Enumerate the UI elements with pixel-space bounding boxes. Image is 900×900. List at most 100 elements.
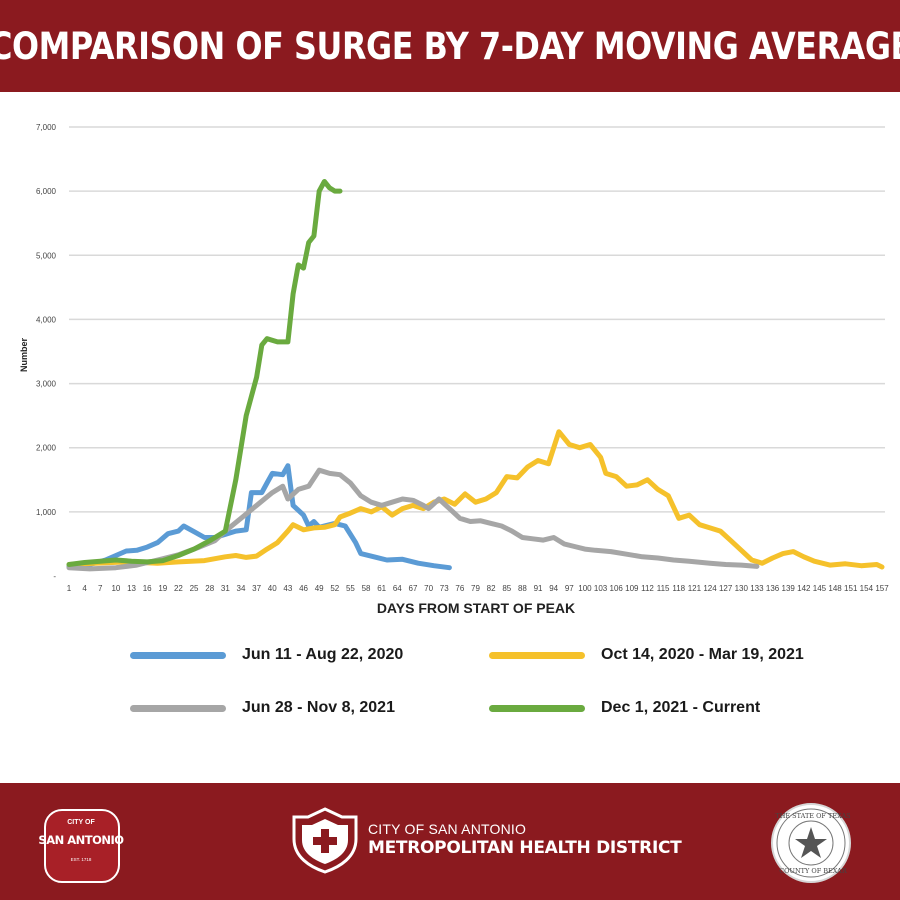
- x-tick-label: 64: [393, 584, 402, 593]
- x-tick-label: 43: [283, 584, 292, 593]
- legend-item-dec-2021: Dec 1, 2021 - Current: [489, 699, 760, 717]
- y-tick-label: -: [53, 572, 56, 581]
- x-tick-label: 10: [111, 584, 120, 593]
- city-of-san-antonio-logo: CITY OF SAN ANTONIO EST. 1718: [36, 801, 126, 887]
- x-tick-label: 130: [735, 584, 749, 593]
- x-tick-label: 13: [127, 584, 136, 593]
- gridlines: [69, 126, 885, 513]
- y-axis-label: Number: [19, 338, 29, 373]
- x-tick-label: 46: [299, 584, 308, 593]
- legend-label: Dec 1, 2021 - Current: [601, 699, 761, 716]
- y-tick-label: 6,000: [36, 187, 57, 196]
- x-tick-label: 70: [424, 584, 433, 593]
- x-tick-label: 82: [487, 584, 496, 593]
- x-tick-label: 154: [860, 584, 874, 593]
- x-tick-label: 94: [549, 584, 558, 593]
- logo-city-of-text: CITY OF: [67, 819, 95, 826]
- series-line-1: [66, 463, 452, 571]
- legend-swatch: [130, 704, 226, 712]
- x-tick-label: 112: [641, 584, 654, 593]
- seal-bottom-text: COUNTY OF BEXAR: [779, 867, 847, 875]
- x-tick-label: 4: [82, 584, 87, 593]
- x-tick-label: 121: [688, 584, 702, 593]
- x-tick-label: 136: [766, 584, 780, 593]
- y-tick-label: 1,000: [36, 508, 57, 517]
- y-tick-label: 4,000: [36, 315, 57, 324]
- x-tick-label: 133: [750, 584, 764, 593]
- page-title: COMPARISON OF SURGE BY 7-DAY MOVING AVER…: [0, 24, 900, 68]
- x-tick-label: 37: [252, 584, 261, 593]
- legend-label: Jun 11 - Aug 22, 2020: [242, 646, 404, 663]
- x-tick-label: 19: [158, 584, 167, 593]
- legend-item-oct-2020: Oct 14, 2020 - Mar 19, 2021: [489, 646, 804, 664]
- x-axis-ticks: 1 4 7 10 13 16 19 22 25 28 31 34 37 40 43 46 49 52 55 58 61 6…: [67, 584, 889, 593]
- x-tick-label: 109: [625, 584, 639, 593]
- x-tick-label: 118: [672, 584, 685, 593]
- health-district-line2: METROPOLITAN HEALTH DISTRICT: [368, 838, 682, 858]
- legend-label: Oct 14, 2020 - Mar 19, 2021: [601, 646, 804, 663]
- logo-badge: [44, 809, 120, 883]
- x-axis-label: DAYS FROM START OF PEAK: [377, 600, 575, 616]
- health-district-shield-icon: [292, 807, 358, 874]
- title-banner: COMPARISON OF SURGE BY 7-DAY MOVING AVER…: [0, 0, 900, 92]
- logo-est-text: EST. 1718: [70, 857, 92, 862]
- footer-banner: CITY OF SAN ANTONIO EST. 1718 CITY OF SA…: [0, 783, 900, 900]
- legend-item-jun-2021: Jun 28 - Nov 8, 2021: [130, 699, 395, 717]
- x-tick-label: 67: [409, 584, 418, 593]
- x-tick-label: 76: [455, 584, 464, 593]
- x-tick-label: 103: [594, 584, 608, 593]
- x-tick-label: 157: [875, 584, 889, 593]
- legend-item-jun-2020: Jun 11 - Aug 22, 2020: [130, 646, 403, 664]
- y-axis-ticks: - 1,000 2,000 3,000 4,000 5,000 6,000 7,000: [36, 123, 57, 581]
- x-tick-label: 28: [205, 584, 214, 593]
- x-tick-label: 127: [719, 584, 733, 593]
- logo-name-text: SAN ANTONIO: [38, 833, 124, 847]
- y-tick-label: 5,000: [36, 251, 57, 260]
- line-chart: - 1,000 2,000 3,000 4,000 5,000 6,000 7,000 1 4 7…: [19, 123, 889, 616]
- x-tick-label: 52: [330, 584, 339, 593]
- x-tick-label: 61: [377, 584, 386, 593]
- x-tick-label: 151: [844, 584, 858, 593]
- x-tick-label: 97: [565, 584, 574, 593]
- x-tick-label: 16: [143, 584, 152, 593]
- x-tick-label: 88: [518, 584, 527, 593]
- series-line-2: [66, 429, 885, 570]
- y-tick-label: 2,000: [36, 444, 57, 453]
- health-district-name: CITY OF SAN ANTONIO METROPOLITAN HEALTH …: [368, 821, 682, 858]
- x-tick-label: 7: [98, 584, 103, 593]
- health-district-line1: CITY OF SAN ANTONIO: [368, 821, 527, 837]
- x-tick-label: 100: [578, 584, 592, 593]
- x-tick-label: 124: [703, 584, 717, 593]
- x-tick-label: 25: [190, 584, 199, 593]
- series-lines: [66, 179, 885, 572]
- x-tick-label: 31: [221, 584, 230, 593]
- x-tick-label: 49: [315, 584, 324, 593]
- x-tick-label: 106: [610, 584, 624, 593]
- x-tick-label: 34: [237, 584, 246, 593]
- x-tick-label: 142: [797, 584, 811, 593]
- x-tick-label: 55: [346, 584, 355, 593]
- x-tick-label: 85: [502, 584, 511, 593]
- legend-label: Jun 28 - Nov 8, 2021: [242, 699, 395, 716]
- seal-top-text: THE STATE OF TEXAS: [775, 812, 851, 820]
- x-tick-label: 1: [67, 584, 72, 593]
- bexar-county-seal: THE STATE OF TEXAS COUNTY OF BEXAR: [771, 803, 851, 883]
- x-tick-label: 22: [174, 584, 183, 593]
- legend-swatch: [489, 704, 585, 712]
- legend-swatch: [130, 651, 226, 659]
- x-tick-label: 148: [828, 584, 842, 593]
- x-tick-label: 91: [534, 584, 543, 593]
- legend-swatch: [489, 651, 585, 659]
- x-tick-label: 73: [440, 584, 449, 593]
- series-line-4: [66, 179, 343, 567]
- series-line-3: [66, 467, 760, 572]
- seal-star-icon: [776, 808, 846, 878]
- x-tick-label: 79: [471, 584, 480, 593]
- y-tick-label: 7,000: [36, 123, 57, 132]
- x-tick-label: 145: [813, 584, 827, 593]
- x-tick-label: 139: [782, 584, 796, 593]
- y-tick-label: 3,000: [36, 380, 57, 389]
- x-tick-label: 58: [362, 584, 371, 593]
- x-tick-label: 115: [657, 584, 670, 593]
- x-tick-label: 40: [268, 584, 277, 593]
